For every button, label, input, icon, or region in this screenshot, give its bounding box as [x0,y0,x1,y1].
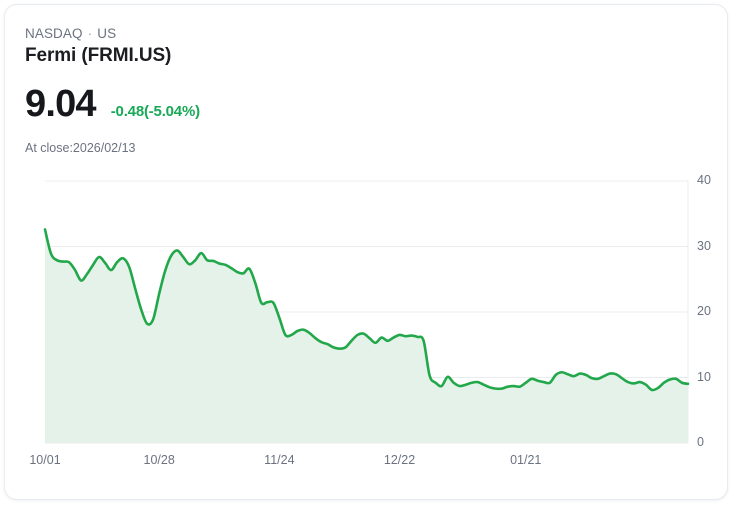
x-axis-tick: 10/28 [143,453,175,467]
meta-separator: · [87,26,93,41]
exchange-name: NASDAQ [25,26,83,41]
x-axis-tick: 01/21 [510,453,542,467]
stock-quote-card: NASDAQ · US Fermi (FRMI.US) 9.04 -0.48(-5.… [4,4,728,500]
page-title: Fermi (FRMI.US) [25,45,172,66]
y-axis-tick: 10 [697,369,711,384]
price-chart[interactable]: 0 10 20 30 40 10/01 10/28 11/24 12/22 01/21 [5,165,727,485]
price-chart-svg [43,180,690,444]
y-axis-tick: 40 [697,173,711,187]
x-axis-tick: 12/22 [383,453,416,467]
region-label: US [97,26,117,41]
exchange-meta: NASDAQ · US [25,26,116,41]
x-axis-tick: 10/01 [29,453,61,467]
y-axis-tick: 20 [697,304,711,318]
price-change: -0.48(-5.04%) [110,103,200,120]
current-price: 9.04 [25,83,97,125]
market-status: At close:2026/02/13 [25,141,136,155]
price-row: 9.04 -0.48(-5.04%) [25,85,200,123]
y-axis-tick: 0 [697,435,704,449]
x-axis-tick: 11/24 [264,453,295,467]
y-axis-tick: 30 [697,238,711,253]
